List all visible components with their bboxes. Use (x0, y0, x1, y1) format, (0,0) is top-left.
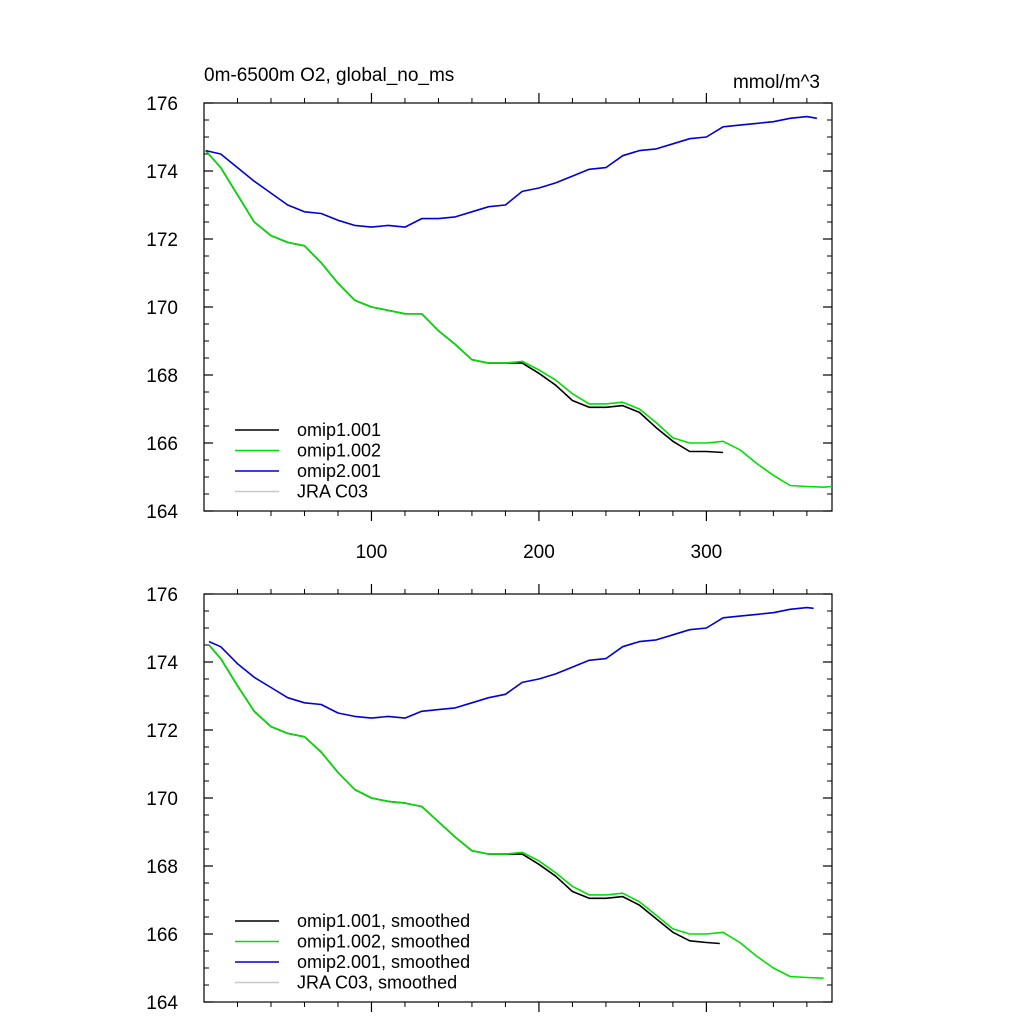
y-tick-label: 164 (146, 993, 178, 1014)
y-tick-label: 176 (146, 585, 178, 606)
y-tick-label: 166 (146, 925, 178, 946)
y-tick-label: 168 (146, 857, 178, 878)
y-tick-label: 170 (146, 789, 178, 810)
legend-label: omip2.001, smoothed (297, 952, 470, 972)
series-line-omip2-001-smoothed (208, 606, 814, 719)
series-line-omip1-002-smoothed (208, 644, 824, 979)
y-tick-label: 166 (146, 434, 178, 455)
x-tick-label: 300 (691, 542, 723, 563)
chart-panel-1: 164 166 168 170 172 174 176 100 200 300 0m-6500m O… (146, 65, 833, 563)
y-tick-label: 170 (146, 298, 178, 319)
y-tick-label: 164 (146, 502, 178, 523)
legend-label: omip2.001 (297, 461, 381, 481)
legend-label: JRA C03, smoothed (297, 973, 457, 993)
series-line-omip1-001-smoothed (208, 644, 720, 945)
y-tick-label: 172 (146, 230, 178, 251)
legend-label: omip1.002 (297, 441, 381, 461)
legend-label: omip1.001 (297, 420, 381, 440)
y-tick-label: 168 (146, 366, 178, 387)
chart-title: 0m-6500m O2, global_no_ms (204, 65, 454, 86)
series-line-omip1-001 (205, 150, 724, 454)
y-tick-label: 176 (146, 94, 178, 115)
legend-label: JRA C03 (297, 482, 368, 502)
y-tick-label: 174 (146, 162, 178, 183)
series-line-omip1-002 (205, 150, 833, 488)
x-tick-label: 200 (523, 542, 555, 563)
chart-panel-2: 164 166 168 170 172 174 176 omip1.001, smoothed… (146, 584, 833, 1014)
units-label: mmol/m^3 (733, 72, 820, 93)
legend-label: omip1.001, smoothed (297, 911, 470, 931)
y-tick-label: 172 (146, 721, 178, 742)
y-tick-label: 174 (146, 653, 178, 674)
x-tick-label: 100 (356, 542, 388, 563)
series-line-omip2-001 (205, 115, 818, 228)
legend-label: omip1.002, smoothed (297, 932, 470, 952)
